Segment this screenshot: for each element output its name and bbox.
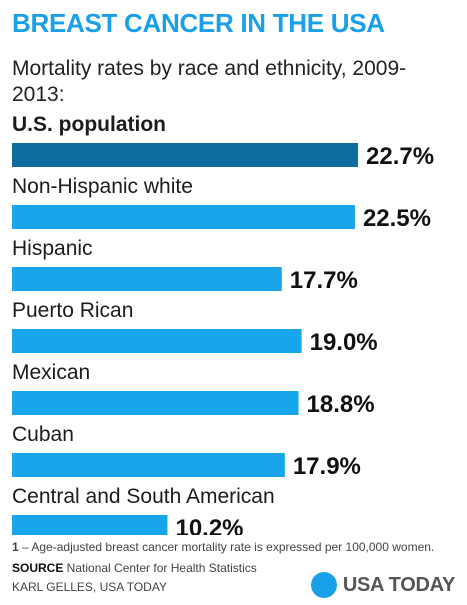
chart-subtitle: Mortality rates by race and ethnicity, 2…: [12, 57, 407, 106]
bar: [12, 453, 285, 477]
brand-name: USA TODAY: [342, 573, 455, 596]
source-text: National Center for Health Statistics: [63, 561, 257, 575]
category-label: U.S. population: [12, 113, 166, 136]
category-label: Mexican: [12, 361, 90, 384]
source-label: SOURCE: [12, 561, 64, 575]
value-label: 19.0%: [310, 329, 378, 356]
value-label: 18.8%: [307, 391, 375, 418]
footnote-number: 1: [12, 540, 19, 554]
value-label: 17.9%: [293, 453, 361, 480]
bar: [12, 205, 355, 229]
category-label: Hispanic: [12, 237, 93, 260]
bar: [12, 143, 358, 167]
category-label: Central and South American: [12, 485, 275, 508]
source-line: SOURCE National Center for Health Statis…: [12, 561, 257, 575]
value-label: 22.7%: [366, 143, 434, 170]
bar: [12, 391, 299, 415]
credit-line: KARL GELLES, USA TODAY: [12, 580, 167, 594]
value-label: 10.2%: [175, 515, 243, 535]
bar-chart: U.S. population 22.7% Non-Hispanic white 22…: [12, 113, 434, 535]
bar: [12, 515, 168, 535]
chart-title: BREAST CANCER IN THE USA: [12, 8, 385, 38]
bar: [12, 267, 282, 291]
footnote-text: – Age-adjusted breast cancer mortality r…: [18, 540, 435, 554]
value-label: 17.7%: [290, 267, 358, 294]
bar: [12, 329, 302, 353]
usa-today-dot-icon: [310, 572, 337, 598]
value-label: 22.5%: [363, 205, 431, 232]
category-label: Cuban: [12, 423, 74, 446]
category-label: Non-Hispanic white: [12, 175, 193, 198]
footnote: 1 – Age-adjusted breast cancer mortality…: [12, 540, 462, 554]
brand-logo: USA TODAY: [310, 572, 455, 598]
category-label: Puerto Rican: [12, 299, 133, 322]
